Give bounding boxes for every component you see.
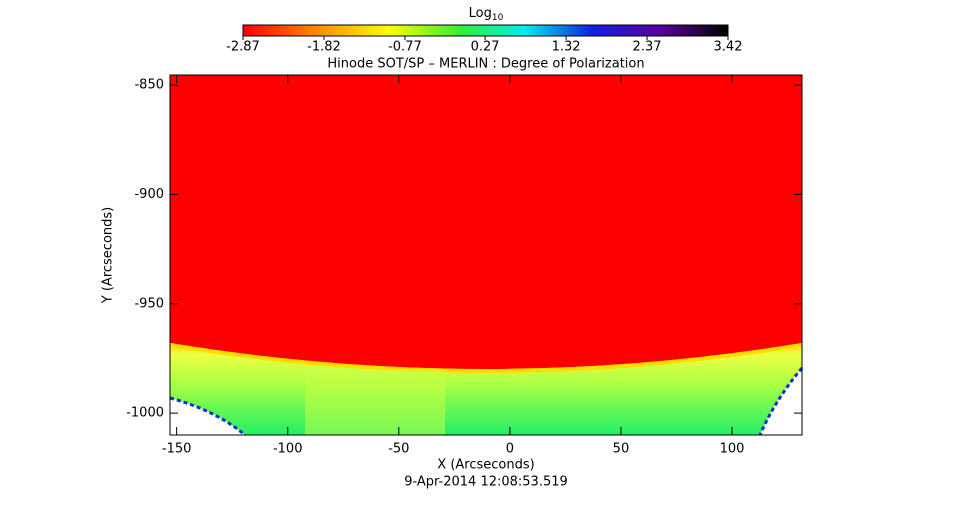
colorbar-tick-label: -0.77 [388, 40, 422, 55]
x-tick-label: 50 [613, 442, 630, 457]
colorbar-label-main: Log [469, 6, 492, 21]
y-tick-label: -900 [134, 187, 164, 202]
colorbar-label: Log10 [469, 6, 504, 23]
y-tick-label: -850 [134, 78, 164, 93]
image [169, 74, 804, 437]
x-tick-label: -100 [273, 442, 303, 457]
x-tick-label: -150 [162, 442, 192, 457]
colorbar-tick-label: -1.82 [307, 40, 341, 55]
y-tick-label: -950 [134, 296, 164, 311]
y-axis-label: Y (Arcseconds) [101, 207, 116, 304]
colorbar-tick-label: 3.42 [714, 40, 743, 55]
colorbar-tick-label: 2.37 [633, 40, 662, 55]
x-axis-label: X (Arcseconds) [437, 458, 534, 473]
y-tick-label: -1000 [126, 406, 164, 421]
x-tick-label: -50 [388, 442, 409, 457]
x-tick-label: 100 [720, 442, 745, 457]
timestamp: 9-Apr-2014 12:08:53.519 [404, 475, 568, 490]
colorbar-tick-label: 0.27 [471, 40, 500, 55]
colorbar-tick-label: 1.32 [552, 40, 581, 55]
colorbar-tick-label: -2.87 [226, 40, 260, 55]
x-tick-label: 0 [506, 442, 514, 457]
colorbar [242, 24, 729, 37]
chart-title: Hinode SOT/SP – MERLIN : Degree of Polar… [327, 57, 644, 72]
colorbar-label-sub: 10 [492, 13, 504, 23]
